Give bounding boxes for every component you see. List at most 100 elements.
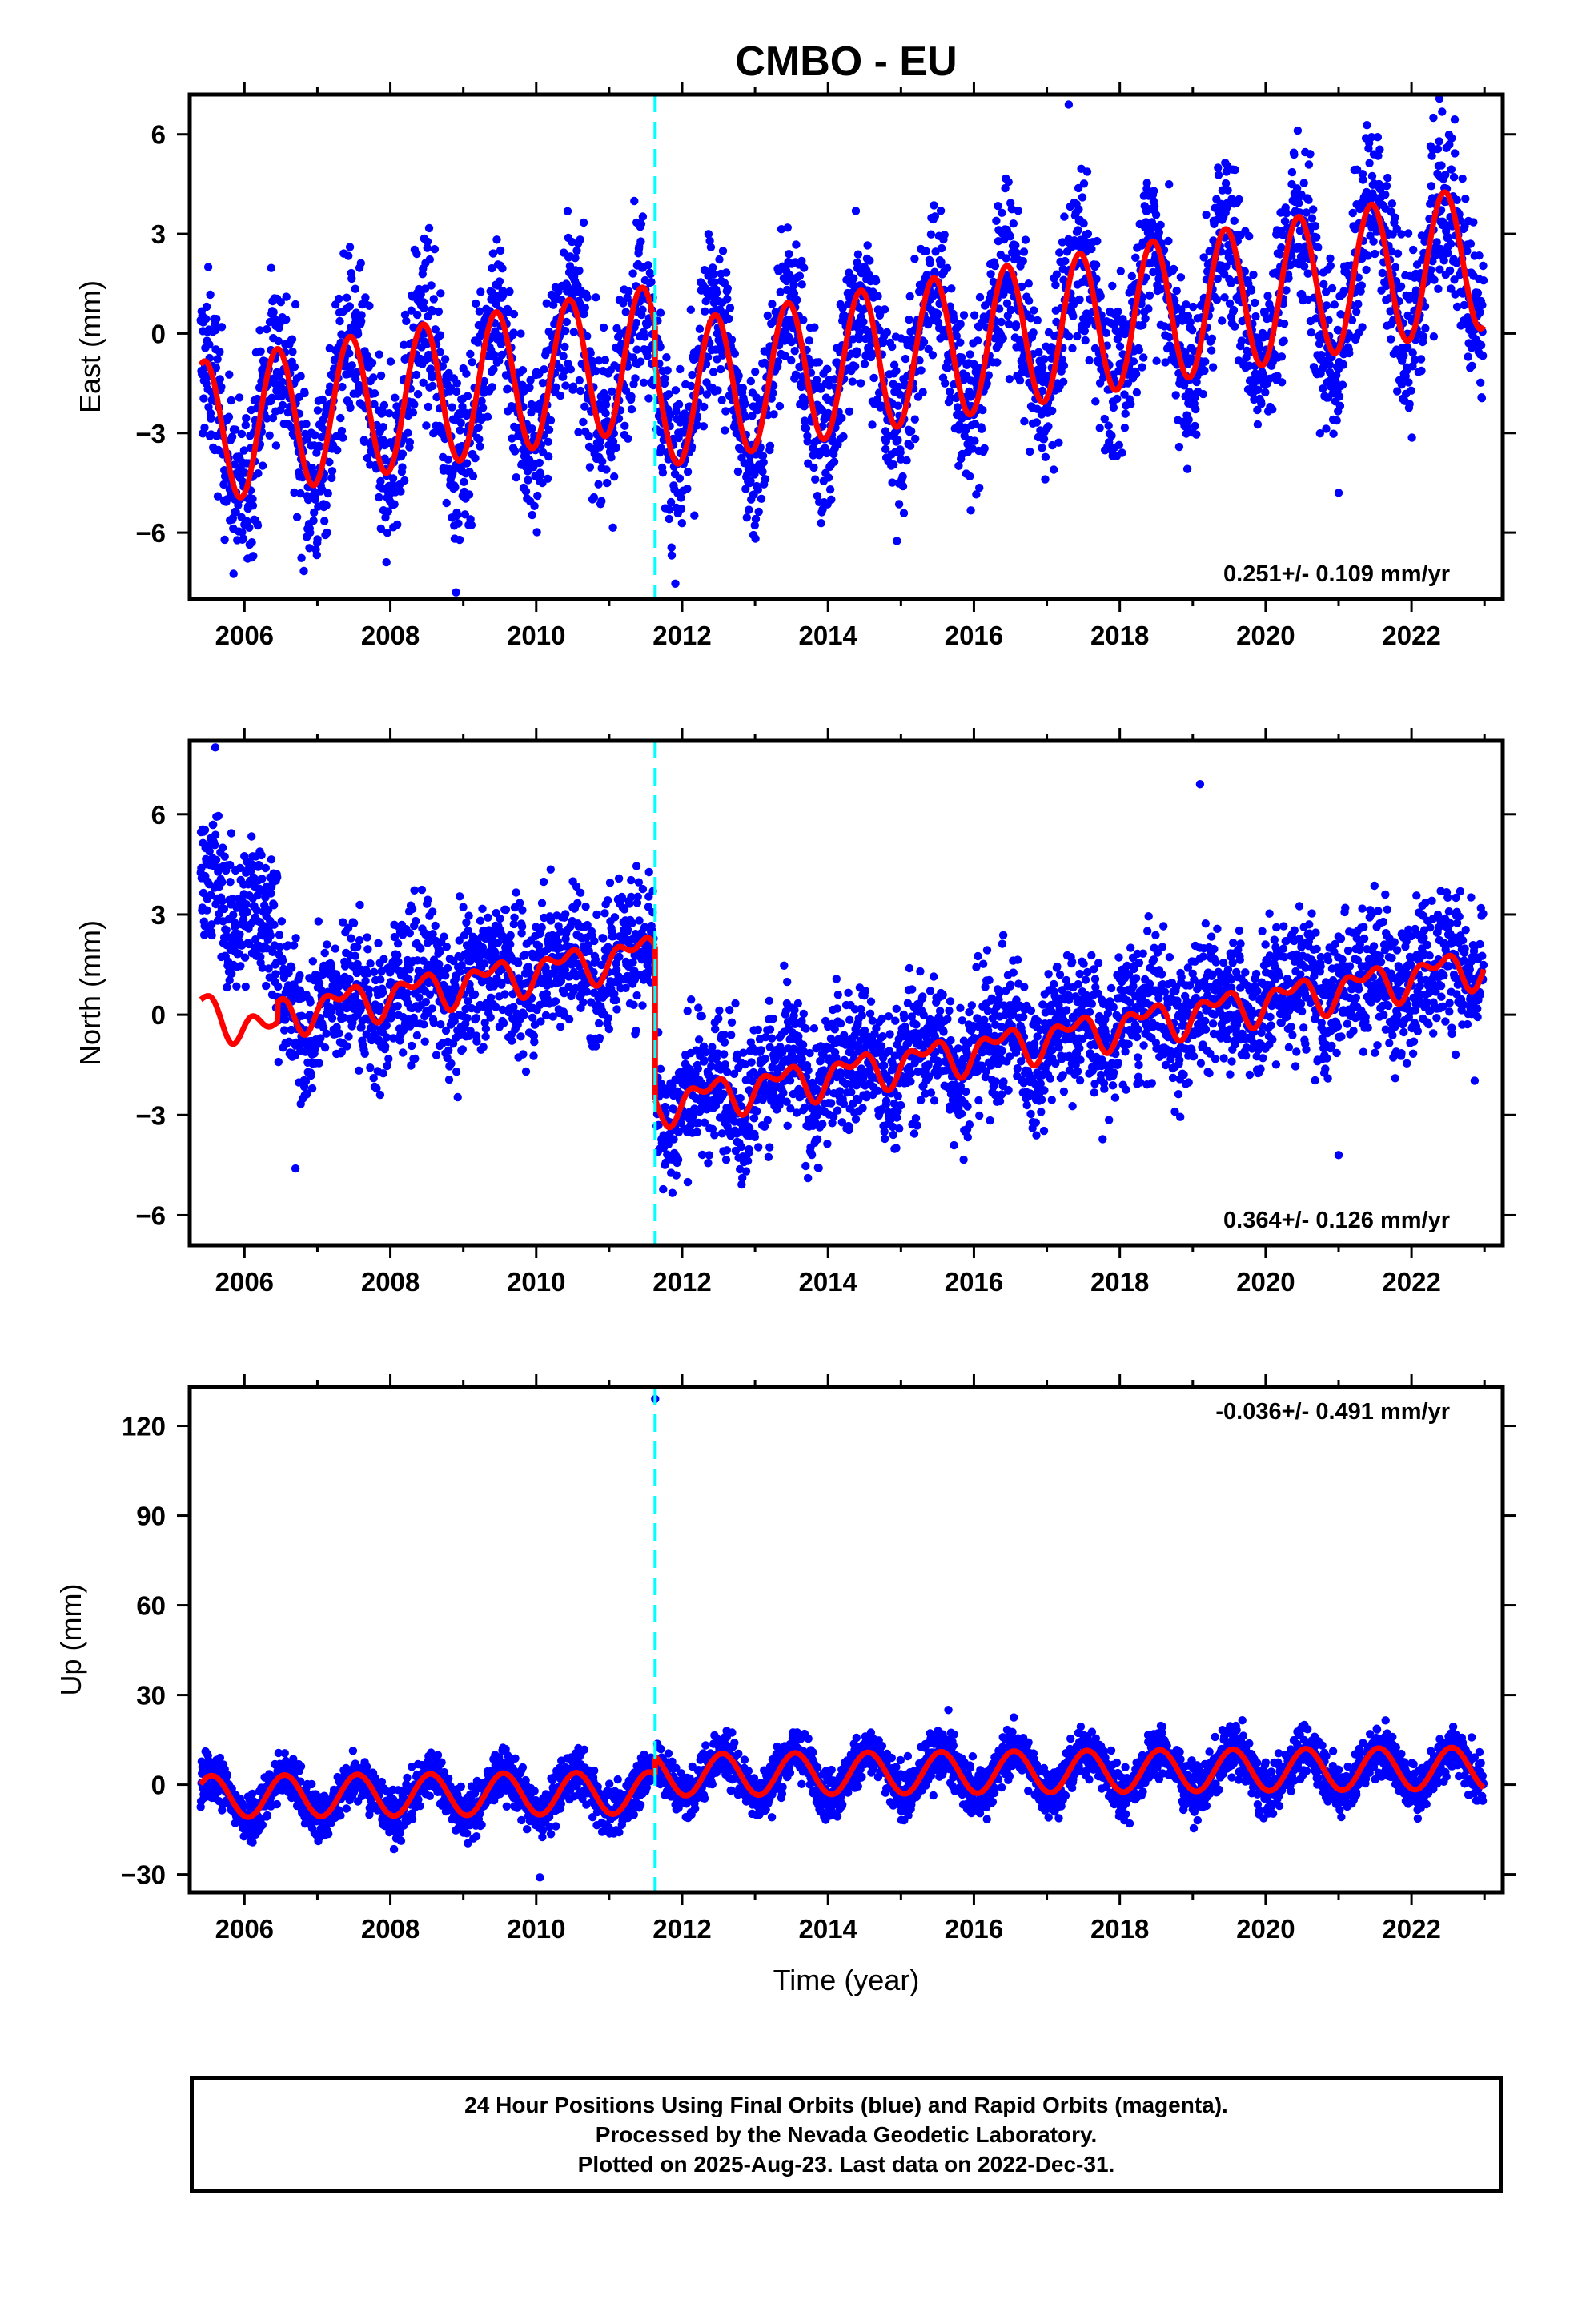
observation-point <box>1299 179 1308 187</box>
observation-point <box>424 402 432 412</box>
observation-point <box>1450 275 1459 284</box>
observation-point <box>888 342 897 352</box>
observation-point <box>428 381 437 391</box>
observation-point <box>255 860 263 870</box>
observation-point <box>376 371 386 380</box>
observation-point <box>325 457 334 467</box>
observation-point <box>320 517 329 525</box>
observation-point <box>440 355 450 364</box>
observation-point <box>498 1005 508 1015</box>
observation-point <box>677 519 686 528</box>
observation-point <box>1287 251 1296 260</box>
observation-point <box>512 888 520 897</box>
observation-point <box>355 1066 363 1076</box>
observation-point <box>865 256 874 265</box>
observation-point <box>408 1041 416 1051</box>
observation-point <box>488 263 496 273</box>
observation-point <box>344 1032 353 1041</box>
observation-point <box>1464 352 1472 361</box>
observation-point <box>1396 282 1406 291</box>
observation-point <box>589 493 599 502</box>
observation-point <box>335 1029 343 1038</box>
observation-point <box>269 308 278 316</box>
observation-point <box>1376 185 1385 194</box>
observation-point <box>1381 190 1390 199</box>
observation-point <box>1407 386 1415 395</box>
observation-point <box>721 426 729 435</box>
observation-point <box>892 366 901 376</box>
observation-point <box>256 952 265 962</box>
observation-point <box>769 410 778 419</box>
observation-point <box>1105 438 1114 447</box>
observation-point <box>1020 416 1029 426</box>
observation-point <box>738 384 748 392</box>
observation-point <box>381 1042 390 1051</box>
plot-area <box>196 94 1488 597</box>
observation-point <box>468 472 478 480</box>
observation-point <box>1081 336 1090 345</box>
observation-point <box>353 959 362 969</box>
observation-point <box>946 387 954 396</box>
observation-point <box>775 401 785 411</box>
observation-point <box>1382 182 1391 191</box>
observation-point <box>671 579 680 588</box>
observation-point <box>746 476 755 485</box>
observation-point <box>1365 159 1374 167</box>
observation-point <box>1120 424 1130 432</box>
observation-point <box>954 461 963 470</box>
observation-point <box>583 293 592 302</box>
observation-point <box>1121 409 1130 418</box>
observation-point <box>959 311 969 320</box>
observation-point <box>941 379 950 388</box>
observation-point <box>1044 422 1053 431</box>
observation-point <box>421 998 431 1007</box>
observation-point <box>1041 452 1050 461</box>
observation-point <box>1129 357 1138 366</box>
observation-point <box>227 396 235 405</box>
observation-point <box>1191 404 1200 414</box>
observation-point <box>267 263 275 272</box>
observation-point <box>520 1011 528 1019</box>
observation-point <box>1427 266 1435 275</box>
observation-point <box>1002 254 1010 263</box>
observation-point <box>464 490 474 499</box>
observation-point <box>517 922 527 931</box>
observation-point <box>405 965 414 974</box>
observation-point <box>239 534 248 543</box>
observation-point <box>1441 171 1450 179</box>
observation-point <box>402 316 411 325</box>
observation-point <box>434 307 444 316</box>
observation-point <box>417 885 427 895</box>
observation-point <box>1325 360 1334 369</box>
observation-point <box>943 364 952 372</box>
observation-point <box>765 441 775 450</box>
observation-point <box>235 863 245 873</box>
observation-point <box>621 386 631 395</box>
observation-point <box>405 929 414 938</box>
observation-point <box>1074 205 1083 214</box>
observation-point <box>1476 308 1484 316</box>
observation-point <box>687 381 696 391</box>
observation-point <box>400 310 410 320</box>
observation-point <box>227 969 236 979</box>
observation-point <box>303 434 312 444</box>
observation-point <box>306 528 315 537</box>
outlier-point <box>452 588 460 597</box>
observation-point <box>217 323 227 332</box>
plot-area <box>196 743 1488 1197</box>
observation-point <box>1277 352 1287 361</box>
observation-point <box>789 280 798 290</box>
observation-point <box>220 535 229 545</box>
observation-point <box>456 426 464 435</box>
observation-point <box>428 1004 436 1013</box>
observation-point <box>636 219 646 228</box>
observation-point <box>962 425 970 435</box>
observation-point <box>1477 394 1487 403</box>
observation-point <box>656 343 665 352</box>
observation-point <box>436 348 444 356</box>
observation-point <box>1335 401 1345 410</box>
observation-point <box>911 434 920 444</box>
observation-point <box>271 970 280 979</box>
observation-point <box>690 511 699 520</box>
observation-point <box>423 237 432 246</box>
